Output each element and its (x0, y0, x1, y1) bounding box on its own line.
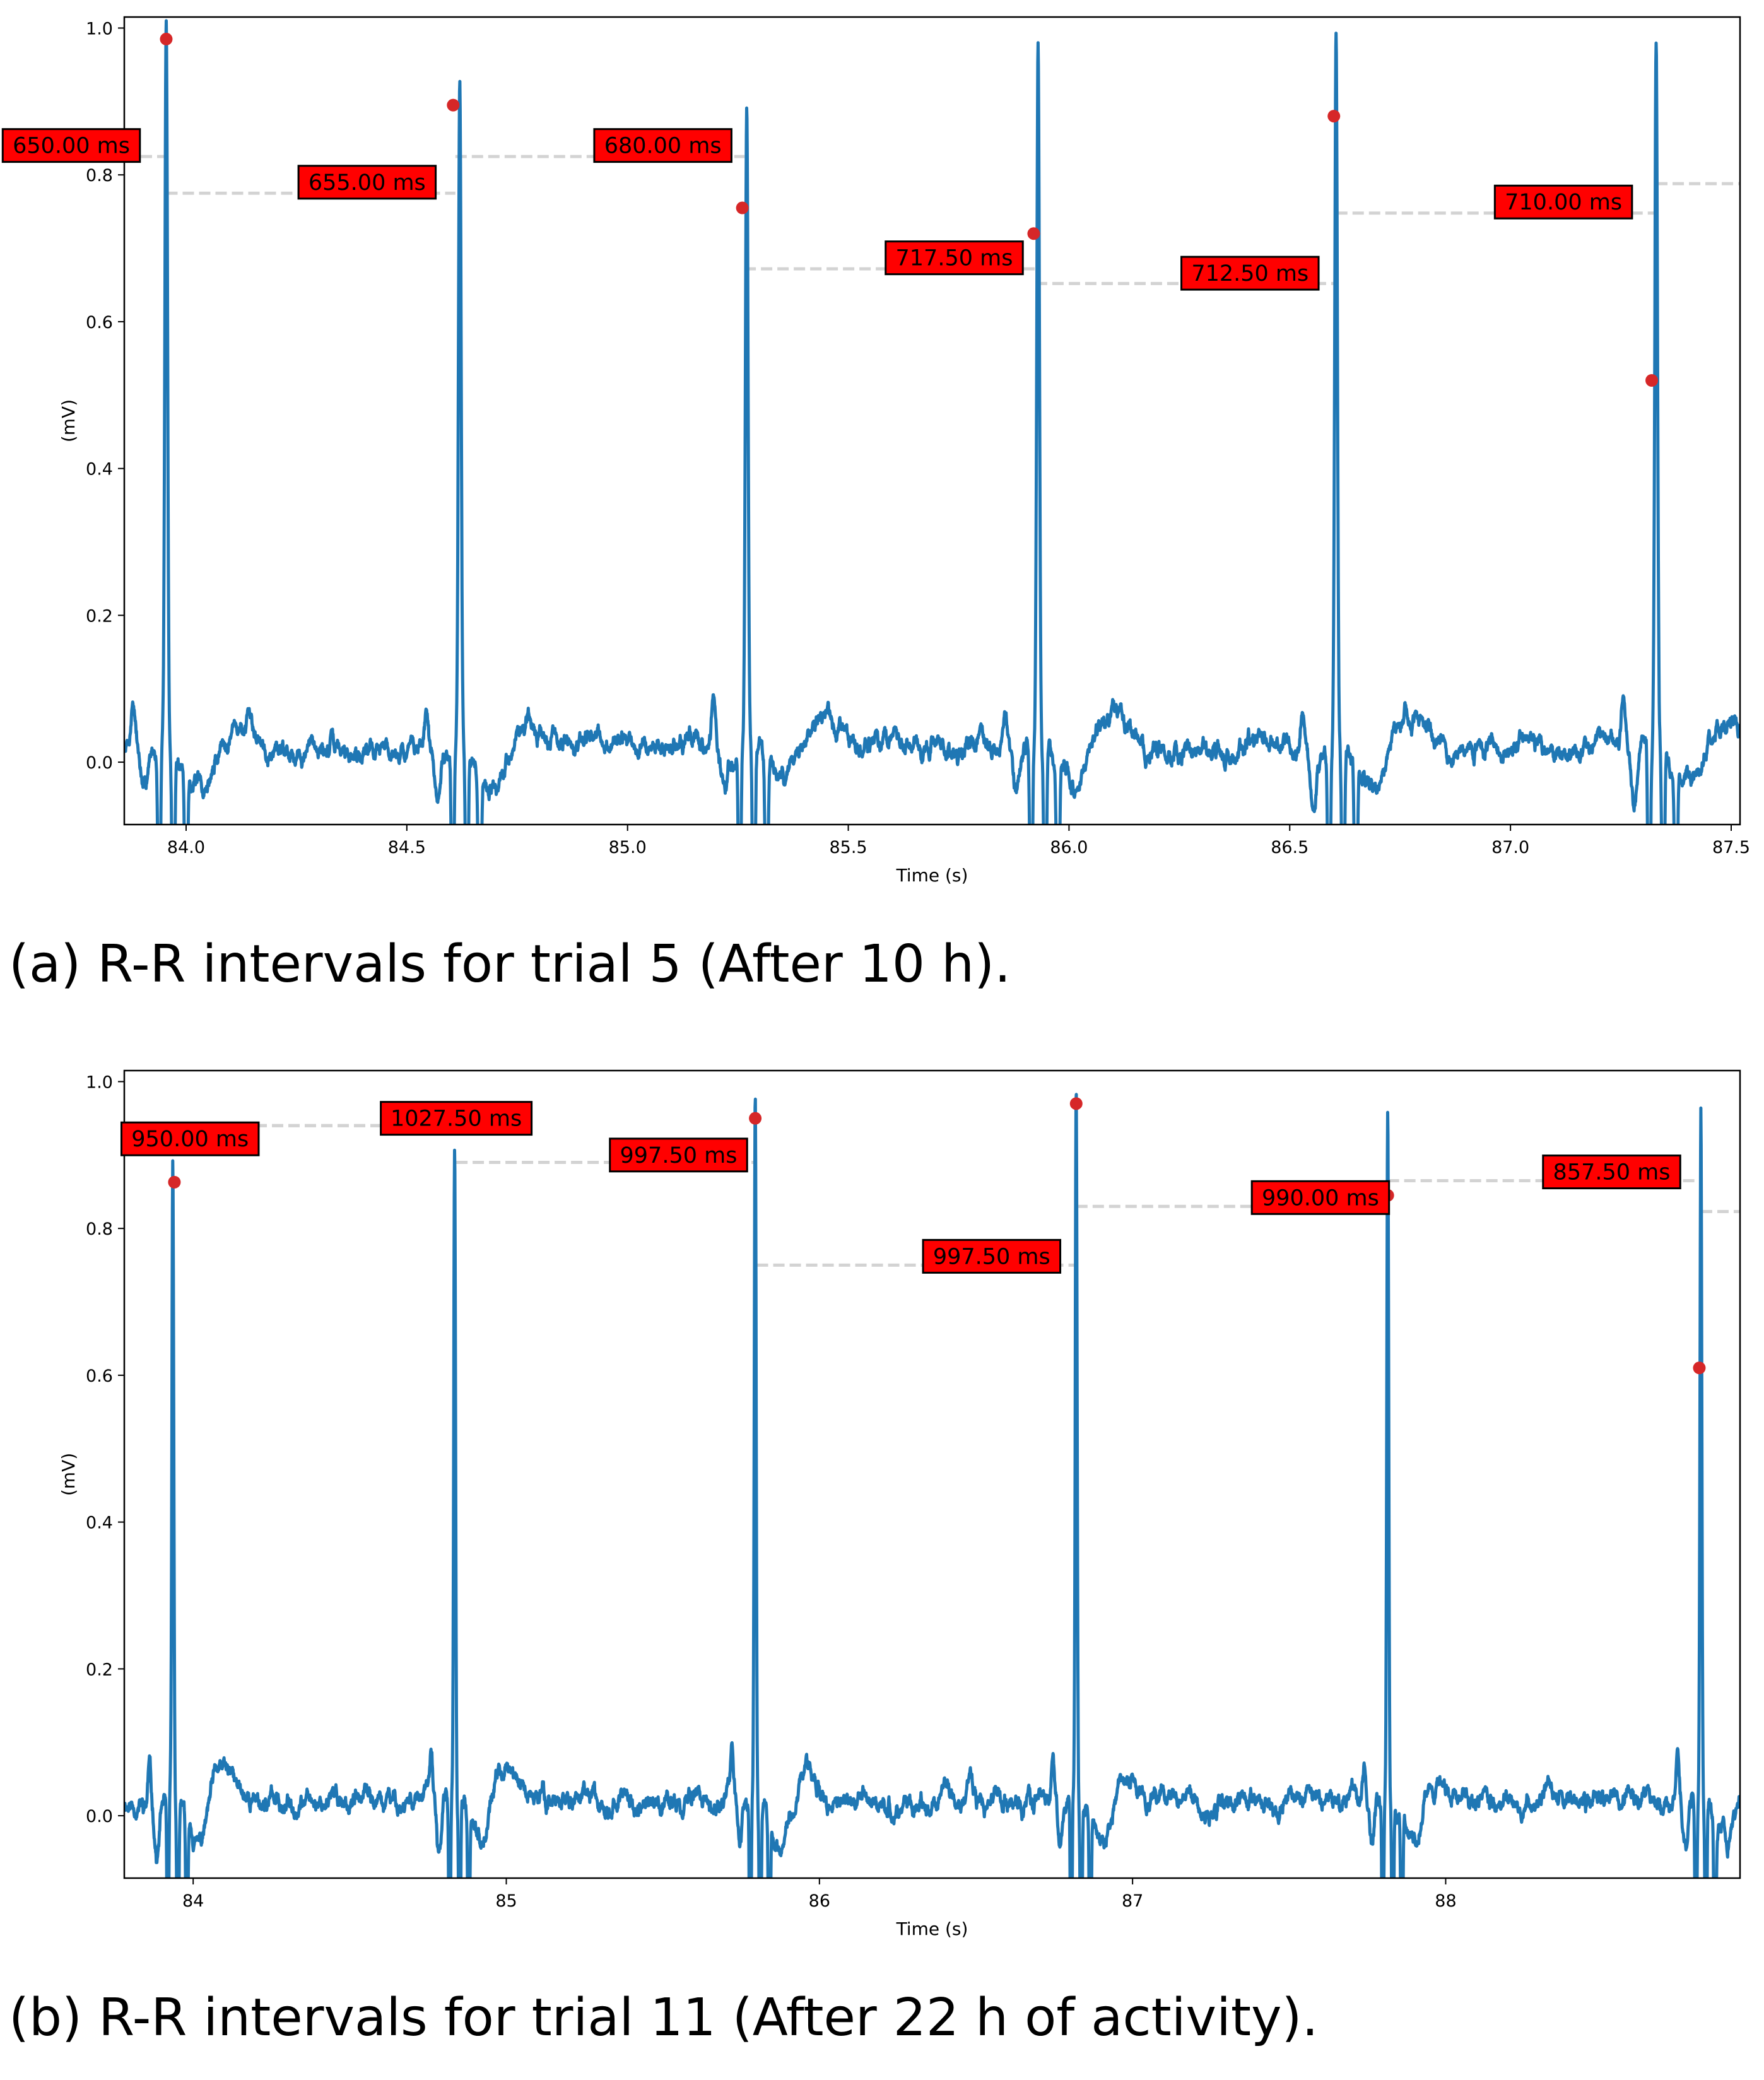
r-peak-marker-2 (1069, 1097, 1083, 1110)
interval-label-5: 857.50 ms (1553, 1160, 1671, 1185)
interval-label-2: 680.00 ms (604, 134, 722, 159)
r-peak-marker-3 (1027, 227, 1040, 240)
y-tick-label-4: 0.8 (86, 166, 113, 185)
r-peak-marker-0 (160, 32, 173, 45)
interval-label-0: 950.00 ms (131, 1127, 249, 1152)
interval-label-0: 650.00 ms (13, 134, 130, 159)
x-tick-label-1: 85 (495, 1891, 517, 1911)
interval-label-1: 655.00 ms (309, 170, 426, 196)
interval-label-box-5 (1493, 184, 1633, 220)
y-tick-label-5: 1.0 (86, 19, 113, 38)
y-tick-label-3: 0.6 (86, 1366, 113, 1386)
y-tick-label-0: 0.0 (86, 753, 113, 773)
interval-label-box-2 (609, 1137, 748, 1173)
x-tick-label-0: 84.0 (167, 838, 205, 857)
x-tick-label-1: 84.5 (388, 838, 426, 857)
interval-label-box-4 (1250, 1180, 1391, 1215)
x-tick-label-0: 84 (182, 1891, 204, 1911)
interval-label-box-5 (1542, 1155, 1681, 1190)
x-tick-label-6: 87.0 (1491, 838, 1529, 857)
interval-label-3: 997.50 ms (933, 1244, 1050, 1269)
interval-label-box-1 (380, 1101, 533, 1136)
interval-label-4: 990.00 ms (1262, 1185, 1379, 1211)
x-tick-label-4: 86.0 (1050, 838, 1088, 857)
r-peak-marker-1 (749, 1112, 762, 1125)
y-tick-label-2: 0.4 (86, 1513, 113, 1533)
interval-label-3: 717.50 ms (896, 246, 1013, 271)
interval-label-4: 712.50 ms (1191, 261, 1308, 286)
interval-label-box-1 (297, 165, 437, 200)
x-tick-label-3: 85.5 (829, 838, 867, 857)
interval-label-5: 710.00 ms (1505, 190, 1622, 215)
x-axis-label: Time (s) (896, 1918, 968, 1939)
interval-label-1: 1027.50 ms (391, 1107, 522, 1132)
y-tick-label-4: 0.8 (86, 1219, 113, 1239)
interval-label-2: 997.50 ms (620, 1143, 738, 1168)
r-peak-marker-4 (1327, 110, 1341, 123)
y-axis-label: (mV) (58, 399, 79, 442)
y-tick-label-5: 1.0 (86, 1072, 113, 1092)
interval-label-box-4 (1180, 256, 1320, 291)
y-tick-label-0: 0.0 (86, 1807, 113, 1826)
r-peak-marker-5 (1645, 374, 1659, 387)
x-tick-label-2: 86 (809, 1891, 830, 1911)
plot-frame (123, 1069, 1741, 1879)
interval-label-box-0 (120, 1121, 260, 1156)
y-tick-label-2: 0.4 (86, 460, 113, 479)
y-axis-label: (mV) (58, 1453, 79, 1496)
caption-trial-5: (a) R-R intervals for trial 5 (After 10 … (9, 934, 1011, 994)
r-peak-marker-4 (1693, 1361, 1706, 1375)
x-tick-label-2: 85.0 (609, 838, 647, 857)
caption-trial-11: (b) R-R intervals for trial 11 (After 22… (9, 1988, 1319, 2048)
r-peak-marker-0 (168, 1175, 181, 1189)
y-tick-label-3: 0.6 (86, 313, 113, 332)
x-tick-label-4: 88 (1435, 1891, 1456, 1911)
x-tick-label-7: 87.5 (1712, 838, 1750, 857)
y-tick-label-1: 0.2 (86, 606, 113, 626)
chart-trial-11: 84 85 86 87 88 0.0 0.2 0.4 0.6 0.8 1.0 Time (s) (mV)… (58, 1069, 1741, 1939)
interval-label-box-3 (922, 1238, 1062, 1274)
x-tick-label-5: 86.5 (1271, 838, 1308, 857)
r-peak-marker-2 (736, 201, 749, 214)
chart-trial-5: 84.0 84.5 85.0 85.5 86.0 86.5 87.0 87.5 0.0 0.2 0.… (1, 16, 1750, 886)
y-tick-label-1: 0.2 (86, 1660, 113, 1679)
interval-label-box-2 (593, 128, 732, 163)
x-tick-label-3: 87 (1122, 1891, 1143, 1911)
ecg-trace (124, 19, 1740, 825)
interval-label-box-0 (1, 128, 141, 163)
ecg-trace (124, 1093, 1740, 1878)
interval-label-box-3 (885, 240, 1024, 276)
x-axis-label: Time (s) (896, 865, 968, 886)
r-peak-marker-1 (447, 98, 460, 112)
plot-frame (123, 16, 1741, 826)
